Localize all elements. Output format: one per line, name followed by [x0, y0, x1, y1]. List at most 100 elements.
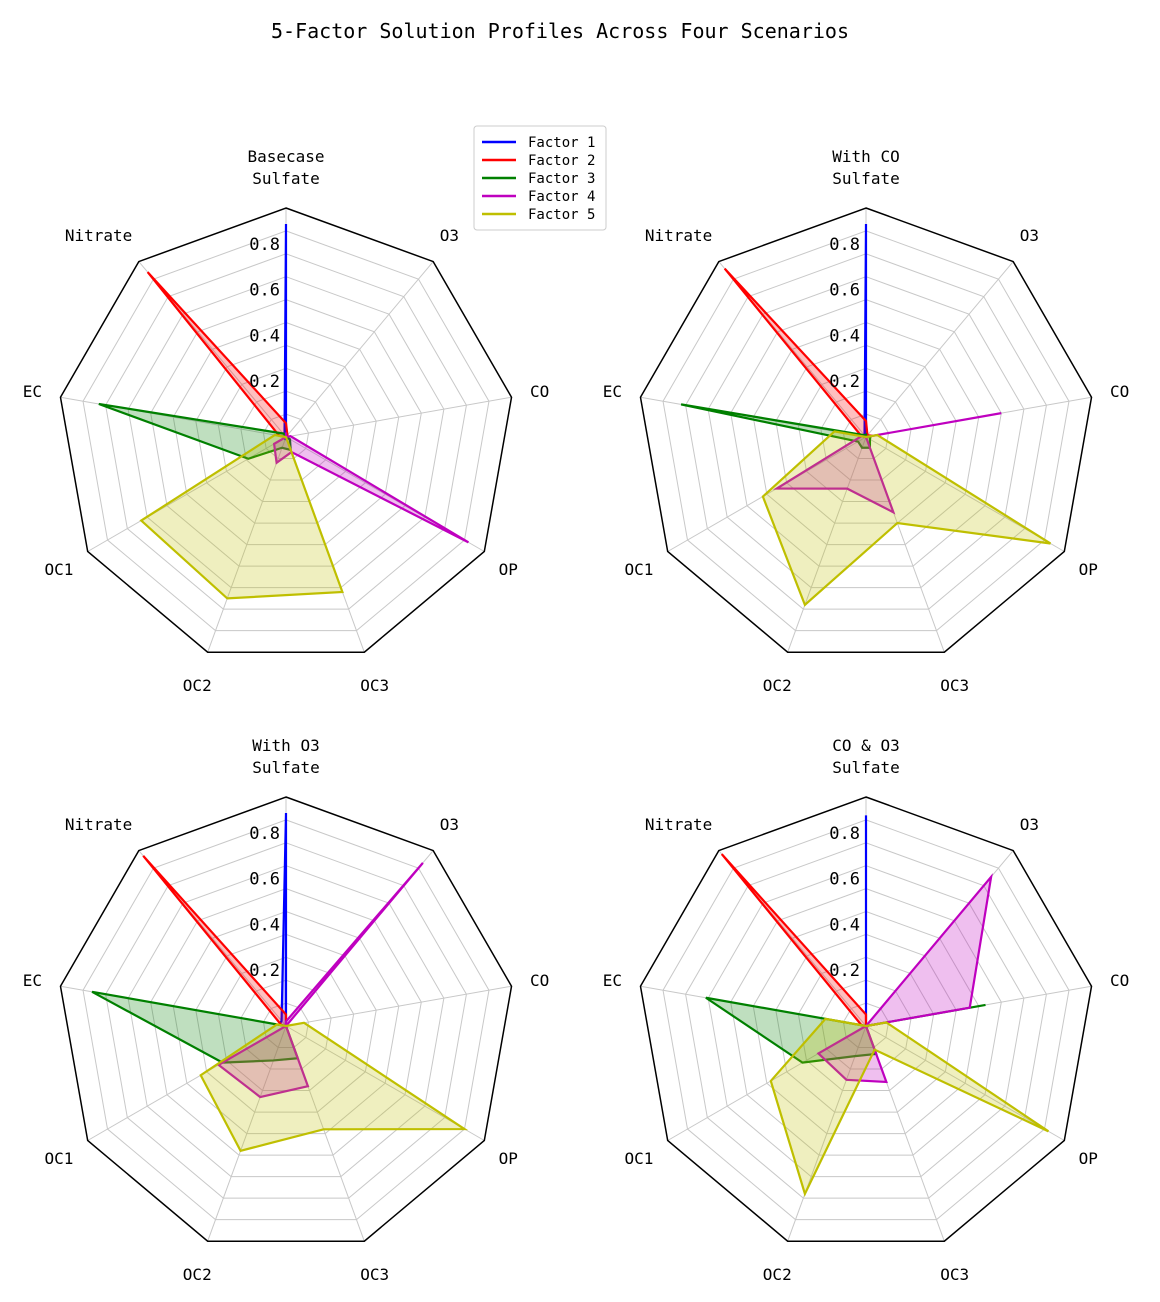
category-label: OP [499, 1149, 518, 1168]
series-polygon [772, 412, 1002, 515]
grid-ring [195, 344, 377, 524]
subplot-title: Basecase [247, 147, 324, 166]
series-polygon [199, 1021, 469, 1153]
category-label: OP [1079, 560, 1098, 579]
grid-spoke [865, 261, 1014, 438]
grid-spoke [207, 1025, 287, 1242]
category-label: EC [23, 971, 42, 990]
category-label: OC3 [360, 1265, 389, 1284]
category-label: Nitrate [645, 815, 712, 834]
category-label: CO [530, 382, 549, 401]
category-label: OC2 [763, 1265, 792, 1284]
category-label: OC2 [763, 676, 792, 695]
series-polygon [769, 1017, 1050, 1197]
radial-tick-label: 0.4 [829, 915, 860, 935]
grid-ring [797, 367, 935, 503]
legend-box [473, 125, 607, 231]
category-label: OC1 [44, 560, 73, 579]
series-polygon [761, 430, 1052, 607]
category-label: OC1 [44, 1149, 73, 1168]
radial-tick-label: 0.8 [249, 824, 280, 844]
grid-ring [775, 933, 957, 1113]
category-label: Sulfate [252, 169, 319, 188]
grid-spoke [285, 985, 512, 1027]
grid-spoke [285, 261, 434, 438]
grid-ring [240, 390, 332, 481]
category-label: CO [1110, 971, 1129, 990]
grid-ring [752, 910, 980, 1135]
series-polygon [862, 224, 868, 439]
grid-ring [82, 230, 490, 632]
grid-ring [240, 979, 332, 1070]
radial-tick-label: 0.2 [829, 961, 860, 981]
category-label: O3 [440, 226, 459, 245]
figure-title: 5-Factor Solution Profiles Across Four S… [271, 19, 849, 43]
category-label: OC3 [360, 676, 389, 695]
radial-tick-label: 0.6 [829, 870, 860, 890]
category-label: CO [530, 971, 549, 990]
category-label: CO [1110, 382, 1129, 401]
category-label: OC3 [940, 1265, 969, 1284]
radar-frame [59, 796, 513, 1242]
grid-ring [150, 888, 422, 1156]
radial-tick-label: 0.4 [249, 326, 280, 346]
grid-ring [842, 1002, 890, 1049]
category-label: OP [1079, 1149, 1098, 1168]
legend-label: Factor 4 [528, 189, 595, 205]
radial-tick-label: 0.6 [249, 281, 280, 301]
grid-ring [127, 276, 445, 589]
category-label: Nitrate [65, 815, 132, 834]
grid-ring [172, 321, 400, 546]
series-polygon [139, 433, 344, 600]
grid-ring [842, 413, 890, 460]
radar-frame [59, 207, 513, 653]
grid-ring [262, 1002, 310, 1049]
category-label: OC2 [183, 676, 212, 695]
grid-ring [685, 842, 1047, 1199]
grid-spoke [787, 1025, 867, 1242]
grid-ring [217, 367, 355, 503]
legend-label: Factor 3 [528, 171, 595, 187]
grid-ring [82, 819, 490, 1221]
grid-ring [820, 390, 912, 481]
category-label: Sulfate [832, 758, 899, 777]
radial-tick-label: 0.8 [829, 824, 860, 844]
subplot-title: With CO [832, 147, 899, 166]
radial-tick-label: 0.2 [249, 372, 280, 392]
category-label: Sulfate [252, 758, 319, 777]
category-label: OC1 [624, 560, 653, 579]
subplot-title: CO & O3 [832, 736, 899, 755]
grid-ring [150, 299, 422, 567]
grid-ring [662, 819, 1070, 1221]
radar-panel: 0.2 0.4 0.6 0.8 O3 CO OP OC3 OC2 OC1 EC Nitrate With… [23, 736, 550, 1284]
category-label: Sulfate [832, 169, 899, 188]
grid-ring [685, 253, 1047, 610]
series-polygon [816, 873, 993, 1084]
radial-tick-label: 0.4 [829, 326, 860, 346]
grid-ring [195, 933, 377, 1113]
grid-spoke [207, 436, 287, 653]
radial-tick-label: 0.2 [249, 961, 280, 981]
grid-spoke [60, 396, 287, 438]
subplot-title: With O3 [252, 736, 319, 755]
grid-spoke [87, 436, 287, 552]
legend-label: Factor 2 [528, 153, 595, 169]
grid-ring [127, 865, 445, 1178]
radial-tick-label: 0.8 [249, 235, 280, 255]
radial-tick-label: 0.8 [829, 235, 860, 255]
grid-ring [797, 956, 935, 1092]
grid-ring [105, 253, 467, 610]
grid-ring [752, 321, 980, 546]
category-label: OC2 [183, 1265, 212, 1284]
grid-ring [730, 299, 1002, 567]
grid-ring [662, 230, 1070, 632]
legend-label: Factor 5 [528, 207, 595, 223]
radar-panel: 0.2 0.4 0.6 0.8 O3 CO OP OC3 OC2 OC1 EC Nitrate CO &… [603, 736, 1130, 1284]
series-polygon [282, 224, 289, 441]
category-label: O3 [1020, 815, 1039, 834]
category-label: O3 [1020, 226, 1039, 245]
radial-tick-label: 0.6 [249, 870, 280, 890]
radar-panel: 0.2 0.4 0.6 0.8 O3 CO OP OC3 OC2 OC1 EC Nitrate Base… [23, 147, 550, 695]
grid-ring [775, 344, 957, 524]
